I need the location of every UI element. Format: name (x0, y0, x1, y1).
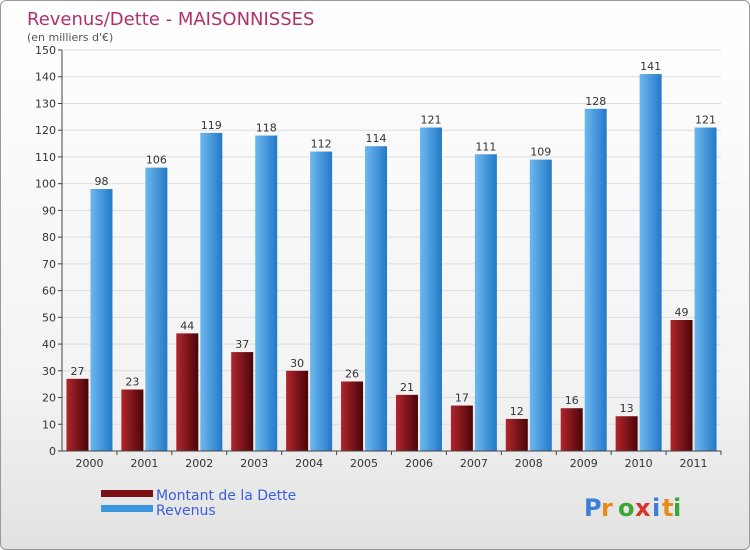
data-label-bar-debt: 16 (565, 394, 579, 407)
data-label-bar-revenus: 141 (640, 60, 661, 73)
y-tick-label: 140 (35, 71, 56, 84)
data-label-bar-revenus: 119 (201, 119, 222, 132)
data-labels: 27 98 23 106 44 119 37 118 30 112 26 114 21 121 17 111 1… (70, 60, 716, 418)
logo-letter: x (635, 494, 651, 522)
logo-letter: t (662, 494, 673, 522)
x-tick-label: 2011 (680, 457, 708, 470)
bar-revenus-2006 (419, 127, 442, 451)
bar-revenus-2000 (90, 189, 113, 451)
data-label-bar-revenus: 112 (311, 138, 332, 151)
data-label-bar-debt: 13 (620, 402, 634, 415)
y-tick-label: 100 (35, 178, 56, 191)
y-tick-label: 40 (42, 338, 56, 351)
logo-letter: o (618, 494, 635, 522)
data-label-bar-revenus: 109 (530, 146, 551, 159)
y-tick-label: 20 (42, 392, 56, 405)
y-tick-label: 50 (42, 311, 56, 324)
x-tick-label: 2007 (460, 457, 488, 470)
x-tick-label: 2001 (130, 457, 158, 470)
legend-swatch-debt (101, 490, 153, 497)
data-label-bar-debt: 37 (235, 338, 249, 351)
x-tick-label: 2008 (515, 457, 543, 470)
bar-revenus-2010 (639, 74, 662, 451)
legend-label-revenus: Revenus (156, 503, 216, 519)
y-tick-label: 30 (42, 365, 56, 378)
bar-debt-2002 (176, 333, 199, 451)
bar-debt-2003 (231, 352, 254, 451)
bar-revenus-2003 (255, 135, 278, 451)
chart-title: Revenus/Dette - MAISONNISSES (27, 9, 314, 30)
x-tick-label: 2002 (185, 457, 213, 470)
legend-swatch-revenus (101, 505, 153, 512)
bar-revenus-2001 (145, 167, 168, 452)
bar-debt-2005 (341, 381, 364, 451)
y-tick-label: 60 (42, 285, 56, 298)
logo-letter: r (601, 494, 613, 522)
y-tick-label: 70 (42, 258, 56, 271)
y-tick-label: 150 (35, 44, 56, 57)
bar-debt-2006 (395, 394, 418, 451)
data-label-bar-revenus: 98 (94, 175, 108, 188)
data-label-bar-debt: 17 (455, 392, 469, 405)
bars (66, 74, 717, 452)
logo-letter: P (584, 494, 602, 522)
x-tick-label: 2000 (75, 457, 103, 470)
y-tick-label: 130 (35, 97, 56, 110)
bar-debt-2011 (670, 320, 693, 451)
bar-revenus-2004 (310, 151, 333, 451)
grid-lines (62, 49, 721, 452)
data-label-bar-debt: 30 (290, 357, 304, 370)
data-label-bar-revenus: 121 (695, 114, 716, 127)
data-label-bar-revenus: 111 (475, 140, 496, 153)
data-label-bar-debt: 27 (70, 365, 84, 378)
x-tick-label: 2004 (295, 457, 323, 470)
data-label-bar-revenus: 114 (366, 132, 387, 145)
data-label-bar-debt: 23 (125, 376, 139, 389)
y-tick-label: 0 (49, 445, 56, 458)
bar-revenus-2009 (584, 108, 607, 452)
y-tick-label: 80 (42, 231, 56, 244)
data-label-bar-revenus: 106 (146, 154, 167, 167)
bar-debt-2004 (286, 370, 309, 451)
data-label-bar-debt: 44 (180, 319, 194, 332)
bar-revenus-2007 (474, 154, 497, 451)
y-tick-label: 120 (35, 124, 56, 137)
bar-debt-2009 (560, 408, 583, 451)
y-tick-label: 110 (35, 151, 56, 164)
x-tick-label: 2006 (405, 457, 433, 470)
bar-debt-2007 (450, 405, 473, 451)
data-label-bar-debt: 21 (400, 381, 414, 394)
data-label-bar-revenus: 121 (420, 114, 441, 127)
x-tick-label: 2009 (570, 457, 598, 470)
data-label-bar-debt: 49 (675, 306, 689, 319)
y-tick-label: 10 (42, 418, 56, 431)
logo-letter: i (652, 494, 660, 522)
bar-debt-2000 (66, 378, 89, 451)
logo-letter: i (673, 494, 681, 522)
x-tick-label: 2010 (625, 457, 653, 470)
bar-revenus-2011 (694, 127, 717, 451)
y-axis-ticks: 0 10 20 30 40 50 60 70 80 90 100 110 120 130 140 150 (35, 44, 62, 458)
data-label-bar-debt: 26 (345, 367, 359, 380)
x-axis-ticks: 2000 2001 2002 2003 2004 2005 2006 2007 2008 2009… (75, 451, 722, 470)
bar-revenus-2005 (365, 146, 388, 452)
bar-debt-2008 (505, 418, 528, 451)
data-label-bar-revenus: 118 (256, 122, 277, 135)
legend: Montant de la Dette Revenus (101, 488, 296, 519)
x-tick-label: 2005 (350, 457, 378, 470)
chart-subtitle: (en milliers d'€) (27, 31, 113, 44)
legend-label-debt: Montant de la Dette (156, 488, 296, 504)
bar-revenus-2002 (200, 132, 223, 451)
data-label-bar-revenus: 128 (585, 95, 606, 108)
bar-debt-2010 (615, 416, 638, 451)
data-label-bar-debt: 12 (510, 405, 524, 418)
bar-debt-2001 (121, 389, 144, 451)
x-tick-label: 2003 (240, 457, 268, 470)
bar-revenus-2008 (529, 159, 552, 451)
y-tick-label: 90 (42, 204, 56, 217)
